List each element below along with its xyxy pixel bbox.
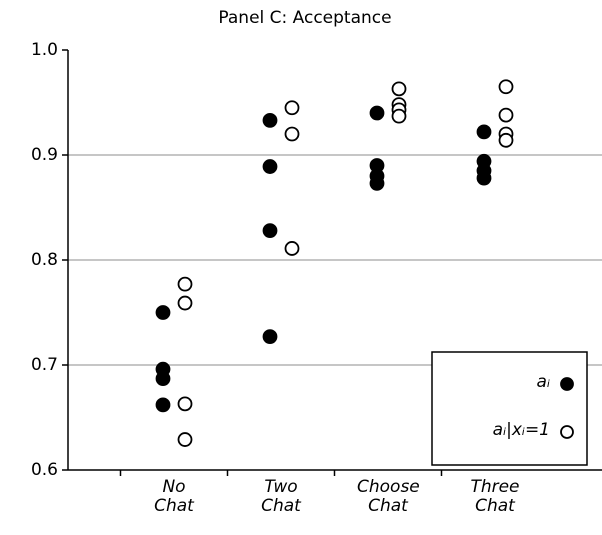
legend-marker — [560, 377, 574, 391]
point — [262, 159, 278, 174]
point — [391, 81, 407, 97]
point — [177, 396, 193, 412]
point — [155, 397, 171, 413]
point — [262, 223, 278, 239]
point — [476, 170, 492, 186]
point — [498, 107, 514, 123]
legend-marker — [560, 425, 574, 439]
legend-box — [431, 351, 588, 466]
y-tick-label: 0.8 — [31, 250, 58, 270]
point — [284, 126, 300, 142]
point — [498, 132, 514, 148]
point — [369, 105, 385, 121]
point — [262, 329, 278, 345]
x-tick-label-box: Choose Chat — [357, 478, 420, 516]
point — [369, 175, 385, 191]
x-tick-label: Choose Chat — [357, 478, 420, 516]
point — [262, 112, 278, 128]
x-tick-label: No Chat — [154, 478, 194, 516]
legend-label: aᵢ|xᵢ=1 — [493, 420, 550, 440]
y-tick-label: 0.7 — [31, 355, 58, 375]
y-tick-label: 0.6 — [31, 460, 58, 480]
x-tick-label: Three Chat — [470, 478, 520, 516]
chart-title: Panel C: Acceptance — [218, 8, 391, 28]
point — [177, 295, 193, 311]
y-tick-label: 1.0 — [31, 40, 58, 60]
point — [391, 108, 407, 124]
y-tick-label: 0.9 — [31, 145, 58, 165]
point — [476, 124, 492, 140]
point — [284, 100, 300, 116]
point — [177, 432, 193, 447]
x-tick-label-box: Three Chat — [470, 478, 520, 516]
point — [498, 79, 514, 95]
legend-label: aᵢ — [537, 372, 550, 392]
x-tick-label: Two Chat — [261, 478, 301, 516]
point — [284, 241, 300, 256]
point — [177, 276, 193, 292]
point — [155, 305, 171, 320]
x-tick-label-box: No Chat — [154, 478, 194, 516]
x-tick-label-box: Two Chat — [261, 478, 301, 516]
point — [155, 371, 171, 387]
